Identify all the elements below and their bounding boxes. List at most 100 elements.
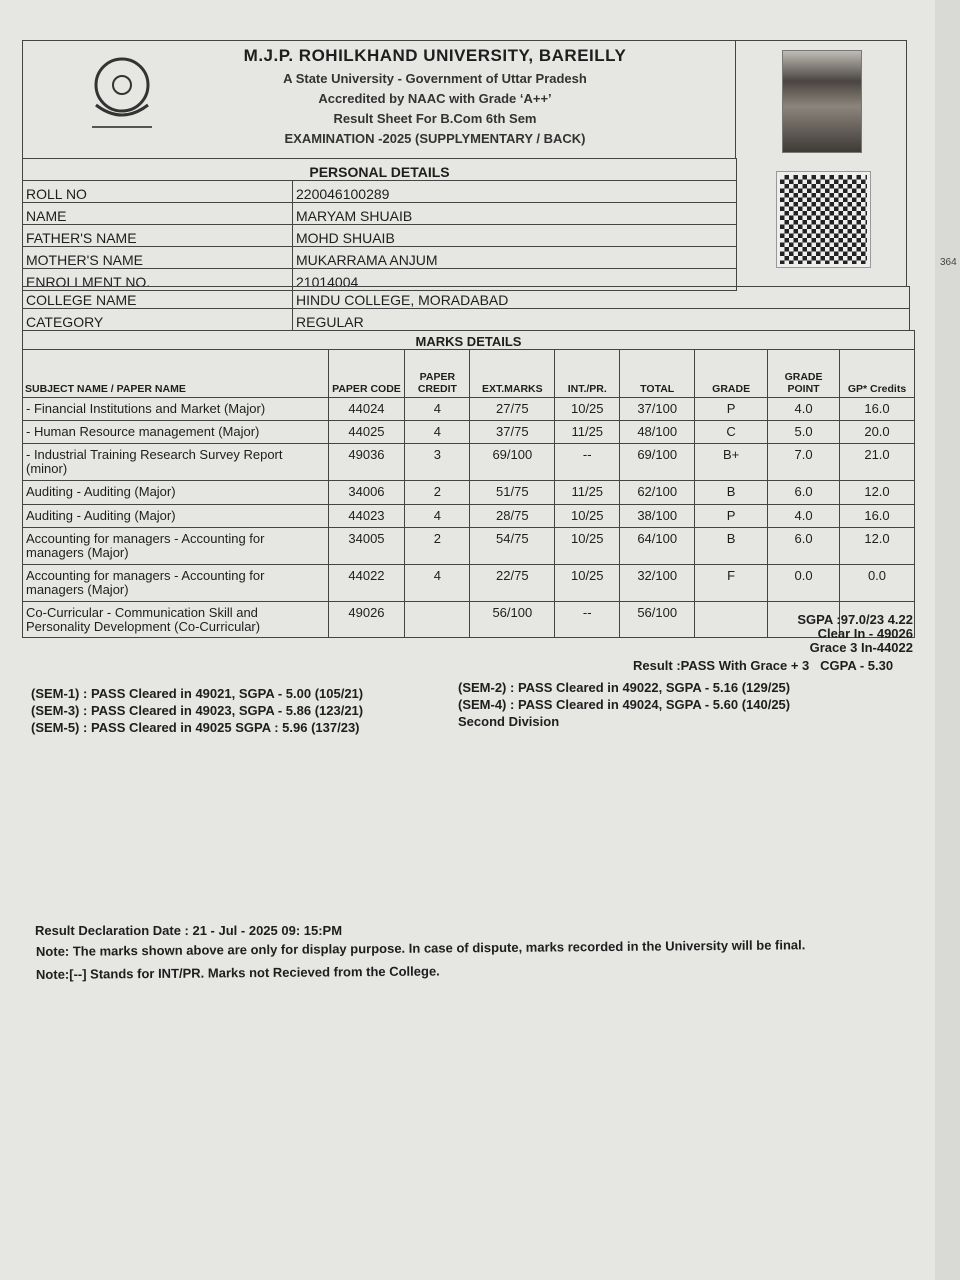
table-cell: Auditing - Auditing (Major) [22,504,329,528]
table-cell: 64/100 [619,527,696,565]
semester-result: (SEM-3) : PASS Cleared in 49023, SGPA - … [31,703,364,718]
field-value: MOHD SHUAIB [292,224,737,247]
table-cell: 49026 [327,601,406,638]
table-cell: -- [554,443,621,481]
table-cell: 69/100 [619,443,696,481]
table-cell: 2 [404,480,471,505]
result-line: Result :PASS With Grace + 3 CGPA - 5.30 [633,658,893,673]
table-cell: 11/25 [554,480,621,505]
semester-result: (SEM-5) : PASS Cleared in 49025 SGPA : 5… [31,720,360,735]
table-cell: 6.0 [767,527,840,565]
column-header: INT./PR. [554,349,621,398]
table-cell: 44023 [327,504,406,528]
table-cell: 54/75 [469,527,556,565]
semester-result: (SEM-2) : PASS Cleared in 49022, SGPA - … [458,680,791,695]
table-cell: 27/75 [469,397,556,421]
header-text: M.J.P. ROHILKHAND UNIVERSITY, BAREILLY A… [230,46,640,146]
clear-in: Clear In - 49026 [817,626,913,641]
sgpa: SGPA :97.0/23 4.22 [797,612,913,627]
personal-row: ROLL NO 220046100289 [22,180,737,203]
table-cell: 12.0 [839,527,915,565]
field-value: HINDU COLLEGE, MORADABAD [292,286,910,309]
header-line: EXAMINATION -2025 (SUPPLYMENTARY / BACK) [284,131,586,146]
table-cell: Auditing - Auditing (Major) [22,480,329,505]
table-cell: 4 [404,504,471,528]
table-row: - Financial Institutions and Market (Maj… [22,397,915,421]
table-cell: 4 [404,420,471,444]
table-row: - Human Resource management (Major) 44025… [22,420,915,444]
table-cell: - Industrial Training Research Survey Re… [22,443,329,481]
table-cell: 62/100 [619,480,696,505]
table-cell: 16.0 [839,504,915,528]
university-logo [92,57,152,128]
grace: Grace 3 In-44022 [809,640,913,655]
declaration-date: Result Declaration Date : 21 - Jul - 202… [35,923,343,938]
table-row: Auditing - Auditing (Major) 44023 4 28/75 10… [22,504,915,528]
table-cell [404,601,471,638]
personal-row: COLLEGE NAME HINDU COLLEGE, MORADABAD [22,286,910,309]
column-header: SUBJECT NAME / PAPER NAME [22,349,329,398]
semester-result: (SEM-1) : PASS Cleared in 49021, SGPA - … [31,686,364,701]
personal-row: FATHER'S NAME MOHD SHUAIB [22,224,737,247]
column-header: TOTAL [619,349,696,398]
field-label: CATEGORY [22,308,293,331]
header-line: A State University - Government of Uttar… [283,71,587,86]
table-cell: Accounting for managers - Accounting for… [22,527,329,565]
table-cell: 4.0 [767,504,840,528]
semester-results-right: (SEM-2) : PASS Cleared in 49022, SGPA - … [458,679,790,730]
table-cell: 4 [404,564,471,602]
semester-result: (SEM-4) : PASS Cleared in 49024, SGPA - … [458,697,791,712]
column-header: GRADE POINT [767,349,840,398]
table-cell: 56/100 [619,601,696,638]
table-cell: C [694,420,769,444]
table-cell: 5.0 [767,420,840,444]
table-cell: 32/100 [619,564,696,602]
field-label: FATHER'S NAME [22,224,293,247]
table-cell [767,601,840,638]
header-line: Result Sheet For B.Com 6th Sem [333,111,537,126]
table-cell: 7.0 [767,443,840,481]
student-photo [782,50,862,153]
table-cell: Accounting for managers - Accounting for… [22,564,329,602]
table-cell: 37/75 [469,420,556,444]
summary: SGPA :97.0/23 4.22 Clear In - 49026 Grac… [797,613,913,655]
table-cell: B+ [694,443,769,481]
table-cell: 69/100 [469,443,556,481]
table-cell: -- [554,601,621,638]
personal-row: MOTHER'S NAME MUKARRAMA ANJUM [22,246,737,269]
personal-row: CATEGORY REGULAR [22,308,910,331]
field-value: 220046100289 [292,180,737,203]
table-cell: 10/25 [554,527,621,565]
table-cell: 20.0 [839,420,915,444]
table-cell: 21.0 [839,443,915,481]
field-value: MUKARRAMA ANJUM [292,246,737,269]
table-cell: 10/25 [554,504,621,528]
field-label: NAME [22,202,293,225]
column-header: GRADE [694,349,769,398]
table-cell: 4 [404,397,471,421]
table-cell: - Financial Institutions and Market (Maj… [22,397,329,421]
personal-row: NAME MARYAM SHUAIB [22,202,737,225]
table-cell: 44024 [327,397,406,421]
table-cell: 49036 [327,443,406,481]
personal-details-table-wide: COLLEGE NAME HINDU COLLEGE, MORADABAD CATE… [22,286,910,331]
field-label: COLLEGE NAME [22,286,293,309]
table-cell: 22/75 [469,564,556,602]
table-cell: P [694,397,769,421]
table-cell: - Human Resource management (Major) [22,420,329,444]
table-cell [839,601,915,638]
university-name: M.J.P. ROHILKHAND UNIVERSITY, BAREILLY [243,46,627,65]
table-cell: Co-Curricular - Communication Skill and … [22,601,329,638]
table-cell: 3 [404,443,471,481]
table-cell: 28/75 [469,504,556,528]
table-cell: 56/100 [469,601,556,638]
column-header: GP* Credits [839,349,915,398]
table-cell: 37/100 [619,397,696,421]
table-row: - Industrial Training Research Survey Re… [22,443,915,481]
table-cell: 34005 [327,527,406,565]
table-cell: 12.0 [839,480,915,505]
personal-details-title: PERSONAL DETAILS [22,158,737,181]
table-cell: 44022 [327,564,406,602]
field-value: MARYAM SHUAIB [292,202,737,225]
table-cell: 10/25 [554,564,621,602]
